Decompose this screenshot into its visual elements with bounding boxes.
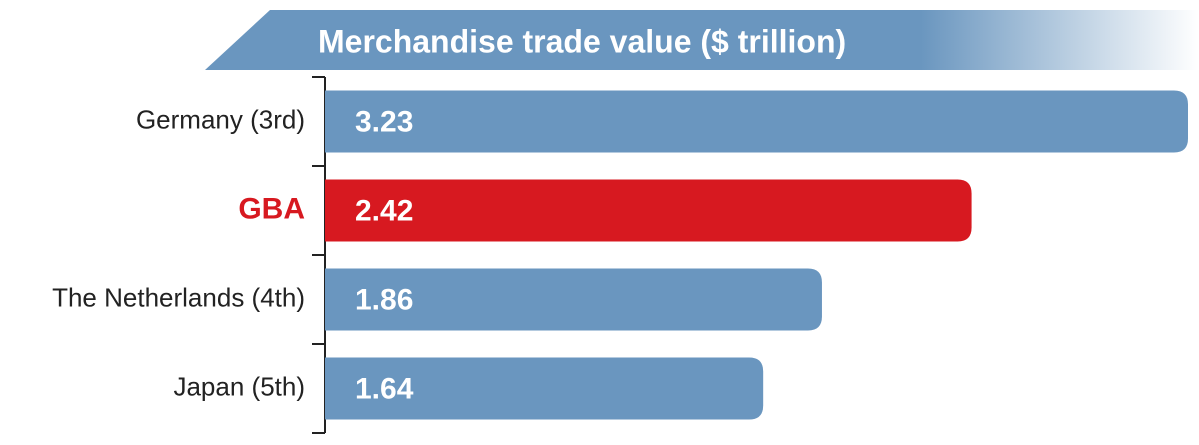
bar [325, 179, 972, 242]
category-label: Germany (3rd) [136, 104, 305, 134]
bar [325, 357, 764, 420]
chart-title: Merchandise trade value ($ trillion) [318, 23, 846, 59]
value-label: 1.86 [355, 283, 413, 316]
bar [325, 90, 1188, 153]
value-label: 2.42 [355, 194, 413, 227]
value-label: 1.64 [355, 372, 414, 405]
category-label: The Netherlands (4th) [52, 282, 305, 312]
category-label: GBA [238, 192, 305, 225]
title-banner [205, 10, 1199, 70]
category-label: Japan (5th) [173, 371, 305, 401]
bar [325, 268, 822, 331]
value-label: 3.23 [355, 105, 413, 138]
